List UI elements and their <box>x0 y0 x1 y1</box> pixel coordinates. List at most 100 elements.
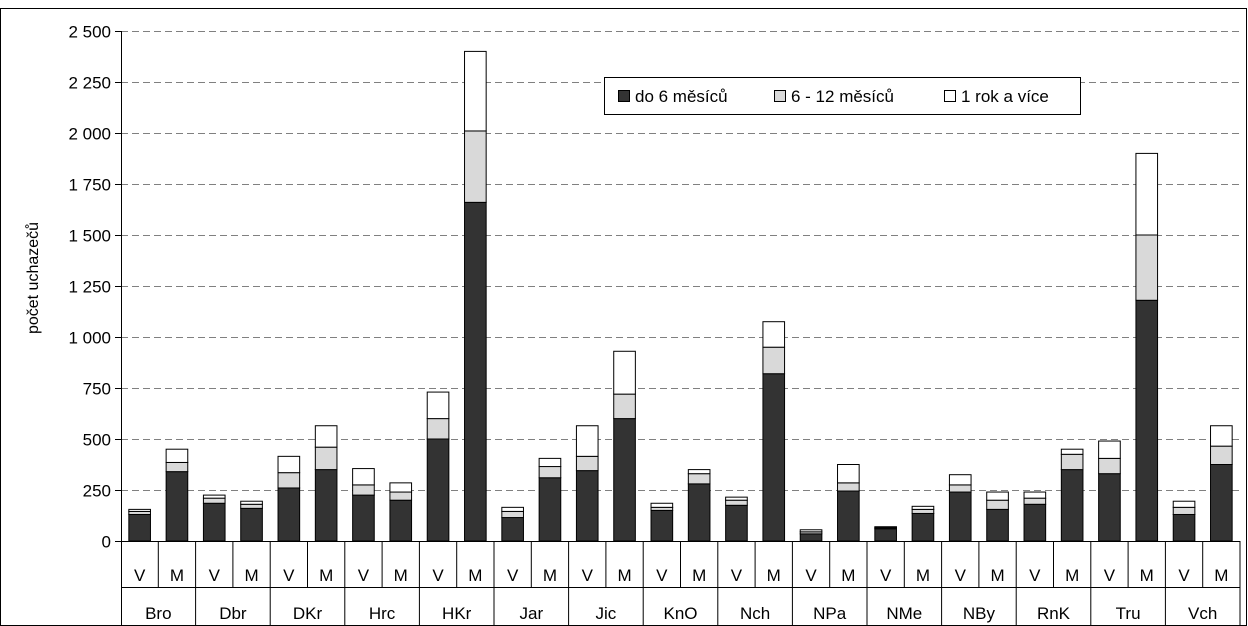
bar-segment-do 6 měsíců <box>314 469 338 542</box>
legend-swatch <box>618 90 630 102</box>
legend-label: do 6 měsíců <box>635 87 728 106</box>
x-subcategory-label: M <box>692 566 706 585</box>
x-group-label: NMe <box>886 604 922 623</box>
x-subcategory-label: V <box>880 566 892 585</box>
bar-segment-1 rok a více <box>352 468 375 486</box>
bar-segment-1 rok a více <box>426 391 450 420</box>
bar-segment-do 6 měsíců <box>837 490 860 542</box>
legend-label: 1 rok a více <box>961 87 1049 106</box>
bar-segment-do 6 měsíců <box>948 491 972 542</box>
bar-segment-1 rok a více <box>911 505 935 510</box>
bar-segment-1 rok a více <box>1023 491 1047 499</box>
bar-segment-do 6 měsíců <box>165 471 189 542</box>
x-subcategory-label: M <box>170 566 184 585</box>
bar-segment-6 - 12 měsíců <box>202 497 226 504</box>
y-tick-label: 1 500 <box>68 227 111 246</box>
bar-segment-6 - 12 měsíců <box>1060 453 1084 471</box>
bar-segment-6 - 12 měsíců <box>352 484 375 496</box>
bar-segment-1 rok a více <box>1060 448 1084 455</box>
y-tick-label: 1 000 <box>68 329 111 348</box>
x-subcategory-label: V <box>731 566 743 585</box>
bar-segment-1 rok a více <box>948 474 972 486</box>
x-subcategory-label: M <box>394 566 408 585</box>
y-tick-label: 2 250 <box>68 74 111 93</box>
x-subcategory-label: M <box>468 566 482 585</box>
bar-segment-do 6 měsíců <box>799 533 823 542</box>
y-tick-label: 500 <box>83 431 111 450</box>
bar-segment-do 6 měsíců <box>389 499 413 542</box>
bars <box>128 50 1233 542</box>
bar-segment-1 rok a více <box>650 502 674 508</box>
y-tick-label: 1 250 <box>68 278 111 297</box>
bar-segment-do 6 měsíců <box>650 509 674 542</box>
bar-segment-6 - 12 měsíců <box>1098 457 1121 475</box>
bar-segment-1 rok a více <box>240 500 263 505</box>
bar-segment-do 6 měsíců <box>1023 503 1047 542</box>
bar-segment-do 6 měsíců <box>575 470 599 542</box>
bar-segment-1 rok a více <box>464 50 487 132</box>
x-subcategory-label: M <box>1214 566 1228 585</box>
x-group-label: Tru <box>1116 604 1141 623</box>
x-subcategory-label: V <box>1178 566 1190 585</box>
y-tick-label: 1 750 <box>68 176 111 195</box>
bar-segment-6 - 12 měsíců <box>613 393 636 420</box>
bar-segment-1 rok a více <box>613 350 636 395</box>
y-axis-title: počet uchazečů <box>24 222 42 334</box>
bar-segment-6 - 12 měsíců <box>687 473 711 485</box>
x-group-label: Nch <box>740 604 770 623</box>
x-group-label: Jar <box>519 604 543 623</box>
legend-box <box>604 77 1081 115</box>
bar-segment-6 - 12 měsíců <box>538 466 562 479</box>
bar-segment-do 6 měsíců <box>240 507 263 542</box>
bar-segment-6 - 12 měsíců <box>277 472 301 489</box>
x-subcategory-label: V <box>582 566 594 585</box>
bar-segment-6 - 12 měsíců <box>911 508 935 514</box>
x-axis-labels: V M V M V M V M V M V M V M V M V M V M V M V M V M V M V M Bro Dbr DKr H… <box>134 566 1228 623</box>
x-subcategory-label: V <box>507 566 519 585</box>
bar-segment-1 rok a více <box>799 529 823 533</box>
x-subcategory-label: M <box>617 566 631 585</box>
x-group-label: NPa <box>813 604 847 623</box>
x-subcategory-label: M <box>767 566 781 585</box>
bar-segment-1 rok a více <box>501 506 524 512</box>
x-subcategory-label: M <box>319 566 333 585</box>
x-group-label: Jic <box>596 604 617 623</box>
bar-segment-6 - 12 měsíců <box>389 491 413 501</box>
bar-segment-1 rok a více <box>538 457 562 468</box>
x-group-label: DKr <box>293 604 323 623</box>
bar-segment-do 6 měsíců <box>538 477 562 542</box>
bar-segment-6 - 12 měsíců <box>575 455 599 472</box>
bar-segment-6 - 12 měsíců <box>314 446 338 471</box>
bar-segment-6 - 12 měsíců <box>240 503 263 509</box>
bar-segment-6 - 12 měsíců <box>1172 506 1196 515</box>
bar-segment-do 6 měsíců <box>613 418 636 542</box>
bar-segment-do 6 měsíců <box>128 513 151 542</box>
bar-segment-do 6 měsíců <box>874 528 897 542</box>
x-subcategory-label: V <box>358 566 370 585</box>
x-group-label: RnK <box>1037 604 1071 623</box>
x-subcategory-label: V <box>283 566 295 585</box>
bar-segment-1 rok a více <box>389 482 413 493</box>
legend-swatch <box>774 90 786 102</box>
bar-segment-1 rok a více <box>314 425 338 448</box>
x-subcategory-label: V <box>432 566 444 585</box>
bar-segment-do 6 měsíců <box>725 504 748 542</box>
bar-segment-do 6 měsíců <box>277 487 301 542</box>
bar-segment-1 rok a více <box>1210 425 1233 447</box>
x-group-label: Dbr <box>219 604 247 623</box>
bar-segment-6 - 12 měsíců <box>165 461 189 473</box>
axes <box>115 31 1241 626</box>
x-subcategory-label: M <box>916 566 930 585</box>
bar-segment-6 - 12 měsíců <box>1210 445 1233 466</box>
y-tick-label: 2 500 <box>68 23 111 42</box>
bar-segment-6 - 12 měsíců <box>1023 497 1047 505</box>
bar-segment-do 6 měsíců <box>352 494 375 542</box>
bar-segment-1 rok a více <box>725 496 748 501</box>
x-subcategory-label: V <box>209 566 221 585</box>
bar-segment-1 rok a více <box>1098 440 1121 459</box>
legend-label: 6 - 12 měsíců <box>791 87 894 106</box>
bar-segment-do 6 měsíců <box>762 373 786 542</box>
bar-segment-do 6 měsíců <box>1060 469 1084 542</box>
bar-segment-6 - 12 měsíců <box>986 499 1009 510</box>
